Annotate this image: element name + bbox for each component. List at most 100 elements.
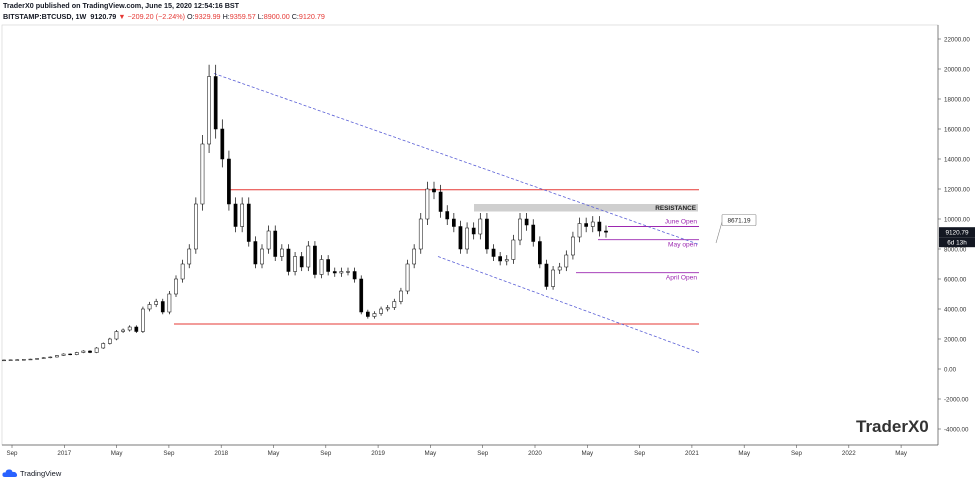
chart-area[interactable]: RESISTANCE June Open May open April Open 867…: [0, 24, 980, 464]
candle-body: [207, 76, 211, 145]
countdown-badge: [939, 237, 975, 248]
y-tick-label: -4000.00: [944, 427, 969, 434]
candle-body: [279, 248, 284, 257]
candle-body: [15, 359, 20, 361]
y-tick-label: -2000.00: [944, 397, 969, 404]
x-tick-label: May: [268, 450, 281, 457]
candle-body: [511, 239, 516, 260]
candle-body: [445, 211, 450, 220]
candle-body: [385, 307, 390, 310]
candle-body: [365, 311, 370, 317]
level-label: May open: [668, 242, 697, 249]
candle-body: [339, 271, 344, 274]
ohlc-line: BITSTAMP:BTCUSD, 1W 9120.79 ▼ −209.20 (−…: [3, 11, 973, 22]
open-label: O:: [186, 12, 195, 21]
candles: [2, 64, 608, 362]
candle-body: [174, 278, 178, 295]
candle-body: [227, 158, 231, 205]
candle-body: [233, 203, 238, 227]
close-label: C:: [291, 12, 299, 21]
candle-body: [147, 304, 152, 310]
candle-body: [266, 230, 271, 250]
level-label: April Open: [666, 275, 697, 282]
x-tick-label: 2020: [528, 450, 542, 457]
candle-body: [260, 248, 264, 265]
x-tick-label: 2019: [371, 450, 385, 457]
plot-frame: [1, 24, 939, 446]
candle-body: [418, 218, 423, 250]
candle-body: [21, 359, 26, 361]
candle-body: [498, 256, 503, 262]
candle-body: [458, 226, 463, 250]
price-badge-label: 9120.79: [945, 230, 969, 237]
x-tick-label: May: [581, 450, 594, 457]
candle-body: [313, 245, 317, 275]
last-price: 9120.79: [90, 12, 117, 21]
candle-body: [154, 301, 159, 305]
candle-body: [518, 218, 522, 241]
price-badge: [939, 227, 975, 238]
candle-body: [405, 263, 410, 292]
publish-text: TraderX0 published on TradingView.com, J…: [3, 1, 240, 10]
publish-line: TraderX0 published on TradingView.com, J…: [3, 0, 973, 11]
y-tick-label: 8000.00: [944, 247, 967, 254]
candle-body: [425, 188, 430, 220]
candle-body: [200, 143, 205, 205]
candle-body: [180, 263, 185, 280]
candle-body: [372, 313, 377, 317]
candle-body: [240, 203, 245, 227]
x-tick-label: Sep: [791, 450, 803, 457]
candle-body: [392, 301, 397, 308]
resistance-zone: [474, 204, 698, 212]
y-tick-label: 20000.00: [944, 67, 970, 74]
candle-body: [399, 290, 403, 302]
candle-body: [432, 188, 436, 193]
candle-body: [293, 256, 297, 272]
candle-body: [438, 191, 443, 212]
high-value: 9359.57: [229, 12, 256, 21]
high-label: H:: [222, 12, 230, 21]
candle-body: [2, 359, 6, 362]
candle-body: [220, 128, 225, 160]
low-value: 8900.00: [263, 12, 290, 21]
candle-body: [326, 259, 331, 272]
resistance-label: RESISTANCE: [655, 205, 696, 212]
candle-body: [451, 218, 456, 227]
y-tick-label: 10000.00: [944, 217, 970, 224]
candle-body: [101, 343, 106, 349]
candle-body: [590, 221, 595, 227]
candle-body: [141, 308, 145, 332]
axes: 22000.00 20000.00 18000.00 16000.00 14000.00…: [2, 25, 970, 457]
candle-body: [352, 271, 357, 280]
y-tick-label: 22000.00: [944, 37, 970, 44]
candle-body: [286, 248, 291, 272]
candle-body: [412, 248, 417, 265]
candle-body: [332, 271, 337, 274]
candle-body: [94, 347, 99, 353]
y-tick-label: 12000.00: [944, 187, 970, 194]
candle-body: [74, 352, 79, 355]
x-tick-label: 2018: [214, 450, 228, 457]
x-tick-label: 2021: [685, 450, 699, 457]
footer: TradingView: [2, 466, 61, 480]
candle-body: [379, 308, 383, 314]
x-tick-label: May: [738, 450, 751, 457]
candle-body: [584, 223, 589, 227]
candle-body: [121, 329, 125, 332]
candle-body: [187, 248, 192, 265]
y-tick-label: 16000.00: [944, 127, 970, 134]
price-chart[interactable]: RESISTANCE June Open May open April Open 867…: [0, 24, 980, 464]
x-tick-label: May: [895, 450, 908, 457]
candle-body: [55, 355, 59, 358]
candle-body: [273, 230, 278, 257]
candle-body: [478, 218, 483, 235]
channel-upper-line: [213, 73, 700, 245]
x-tick-label: May: [425, 450, 438, 457]
open-value: 9329.99: [194, 12, 221, 21]
level-label: June Open: [665, 219, 698, 226]
candle-body: [213, 76, 218, 130]
candle-body: [557, 266, 562, 271]
y-tick-label: 4000.00: [944, 307, 967, 314]
candle-body: [597, 221, 602, 232]
candle-body: [544, 263, 549, 287]
